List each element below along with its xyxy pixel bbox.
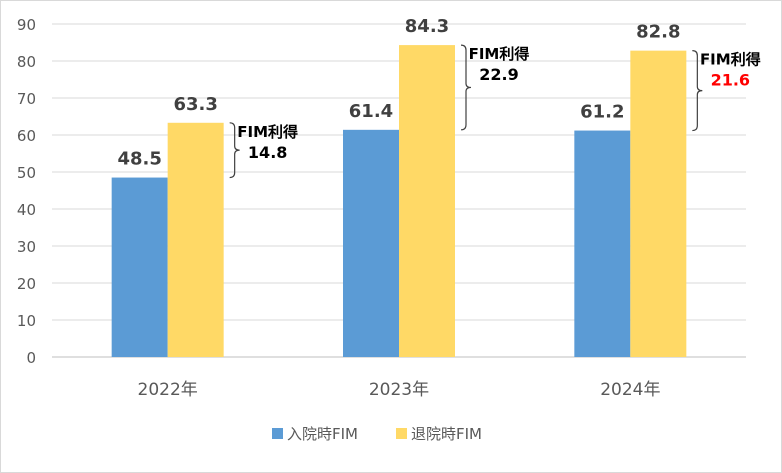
data-label: 61.4 xyxy=(349,101,393,122)
gain-label: FIM利得 xyxy=(469,45,530,63)
y-tick-label: 30 xyxy=(17,238,36,256)
y-tick-label: 10 xyxy=(17,312,36,330)
gain-value: 21.6 xyxy=(711,71,750,90)
y-tick-label: 90 xyxy=(17,16,36,34)
gain-bracket xyxy=(460,44,472,131)
data-label: 61.2 xyxy=(580,102,624,123)
bar-discharge-0 xyxy=(167,122,224,357)
bar-admission-0 xyxy=(111,177,168,357)
bar-admission-1 xyxy=(343,129,399,357)
legend-label: 入院時FIM xyxy=(287,425,358,443)
y-tick-label: 80 xyxy=(17,53,36,71)
y-tick-label: 60 xyxy=(17,127,36,145)
y-tick-label: 50 xyxy=(17,164,36,182)
bar-admission-2 xyxy=(574,130,631,357)
data-label: 84.3 xyxy=(405,16,449,37)
x-tick-label: 2023年 xyxy=(369,380,429,400)
x-tick-label: 2022年 xyxy=(138,380,198,400)
data-label: 48.5 xyxy=(117,149,161,170)
gain-value: 22.9 xyxy=(479,65,518,84)
y-tick-label: 70 xyxy=(17,90,36,108)
y-tick-label: 40 xyxy=(17,201,36,219)
gain-label: FIM利得 xyxy=(237,123,298,141)
data-label: 63.3 xyxy=(173,94,217,115)
data-label: 82.8 xyxy=(636,22,680,43)
bar-discharge-1 xyxy=(399,45,455,358)
gain-label: FIM利得 xyxy=(700,51,761,69)
bar-discharge-2 xyxy=(630,50,687,357)
gain-bracket xyxy=(692,50,703,132)
x-tick-label: 2024年 xyxy=(600,380,660,400)
gain-value: 14.8 xyxy=(248,143,287,162)
y-tick-label: 0 xyxy=(26,349,36,367)
y-tick-label: 20 xyxy=(17,275,36,293)
legend-label: 退院時FIM xyxy=(411,425,482,443)
legend-swatch-0 xyxy=(272,428,283,439)
legend-swatch-1 xyxy=(396,428,407,439)
